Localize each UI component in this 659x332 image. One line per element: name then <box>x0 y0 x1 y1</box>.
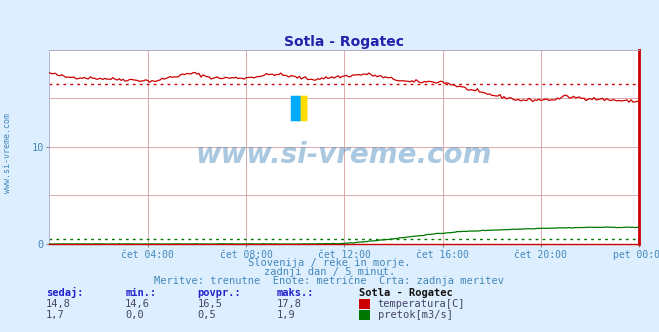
Text: temperatura[C]: temperatura[C] <box>378 299 465 309</box>
Text: www.si-vreme.com: www.si-vreme.com <box>3 113 13 193</box>
Text: 1,7: 1,7 <box>46 310 65 320</box>
Text: 14,8: 14,8 <box>46 299 71 309</box>
Text: 1,9: 1,9 <box>277 310 295 320</box>
Text: 0,0: 0,0 <box>125 310 144 320</box>
Text: Meritve: trenutne  Enote: metrične  Črta: zadnja meritev: Meritve: trenutne Enote: metrične Črta: … <box>154 274 505 286</box>
Text: 14,6: 14,6 <box>125 299 150 309</box>
Text: maks.:: maks.: <box>277 288 314 298</box>
Text: min.:: min.: <box>125 288 156 298</box>
Text: povpr.:: povpr.: <box>198 288 241 298</box>
Text: 16,5: 16,5 <box>198 299 223 309</box>
Text: sedaj:: sedaj: <box>46 287 84 298</box>
Text: www.si-vreme.com: www.si-vreme.com <box>196 141 492 169</box>
Text: 0,5: 0,5 <box>198 310 216 320</box>
Text: 17,8: 17,8 <box>277 299 302 309</box>
Text: ▌: ▌ <box>291 95 310 121</box>
Text: zadnji dan / 5 minut.: zadnji dan / 5 minut. <box>264 267 395 277</box>
Text: Slovenija / reke in morje.: Slovenija / reke in morje. <box>248 258 411 268</box>
Text: ▐: ▐ <box>287 95 307 121</box>
Text: pretok[m3/s]: pretok[m3/s] <box>378 310 453 320</box>
Title: Sotla - Rogatec: Sotla - Rogatec <box>284 35 405 48</box>
Text: Sotla - Rogatec: Sotla - Rogatec <box>359 288 453 298</box>
